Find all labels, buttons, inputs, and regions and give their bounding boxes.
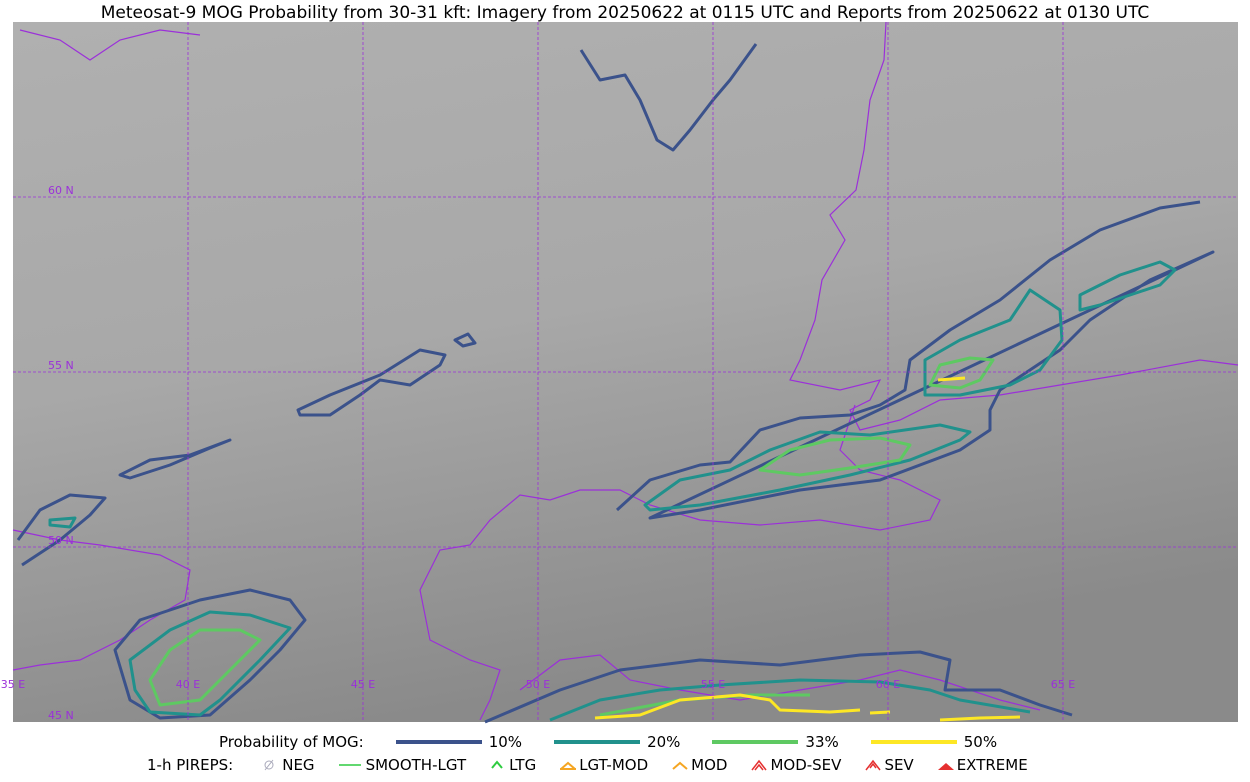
pirep-item: NEG [263,756,315,774]
lat-label: 55 N [48,359,74,372]
legend-swatch [712,740,799,744]
pirep-legend: 1-h PIREPS: NEG SMOOTH-LGT LTG LGT-MOD MOD MO… [147,756,1052,774]
mog-legend: Probability of MOG: 10% 20% 33% 50% [219,733,997,751]
lat-label: 60 N [48,184,74,197]
legend-swatch [554,740,641,744]
pirep-item: EXTREME [937,756,1028,774]
lon-label: 55 E [701,678,725,691]
legend-label: 33% [805,733,839,751]
pirep-icon [937,763,954,770]
lon-label: 60 E [876,678,900,691]
pirep-item: SEV [865,756,914,774]
legend-swatch [870,740,957,744]
lon-label: 45 E [351,678,375,691]
graticule: 60 N 55 N 50 N 45 N 35 E 40 E 45 E 50 E 55 E 60 E… [1,22,1238,722]
legend-label: 10% [488,733,523,751]
legend-label: LGT-MOD [579,756,649,774]
legend-label: SEV [884,756,914,774]
legend-label: 20% [647,733,681,751]
pirep-icon [865,759,882,771]
legend-label: MOD [691,756,728,774]
legend-label: 50% [963,733,998,751]
coastlines [12,21,1239,721]
mog-contours [16,43,1215,724]
title: Meteosat-9 MOG Probability from 30-31 kf… [100,3,1150,23]
pirep-icon [264,759,274,771]
lon-label: 50 E [526,678,550,691]
legend-swatch [395,740,482,744]
pirep-icon [560,761,577,770]
legend-label: SMOOTH-LGT [365,756,467,774]
lon-label: 35 E [1,678,25,691]
pirep-icon [672,761,688,770]
lon-label: 40 E [176,678,200,691]
legend-label: EXTREME [956,756,1028,774]
legend-label: NEG [282,756,315,774]
pirep-icon [491,760,503,769]
pirep-item: LGT-MOD [560,756,648,774]
pirep-item: MOD [672,756,727,774]
map: 60 N 55 N 50 N 45 N 35 E 40 E 45 E 50 E 55 E 60 E… [1,21,1239,724]
pirep-icon [751,759,768,771]
legend-label: MOD-SEV [770,756,842,774]
lon-label: 65 E [1051,678,1075,691]
legend-title: 1-h PIREPS: [147,756,234,774]
lat-label: 45 N [48,709,74,722]
lat-label: 50 N [48,534,74,547]
pirep-icon [338,764,361,766]
pirep-item: SMOOTH-LGT [338,756,467,774]
legend-title: Probability of MOG: [219,733,364,751]
pirep-item: MOD-SEV [751,756,841,774]
legend-label: LTG [509,756,537,774]
pirep-item: LTG [490,756,536,774]
